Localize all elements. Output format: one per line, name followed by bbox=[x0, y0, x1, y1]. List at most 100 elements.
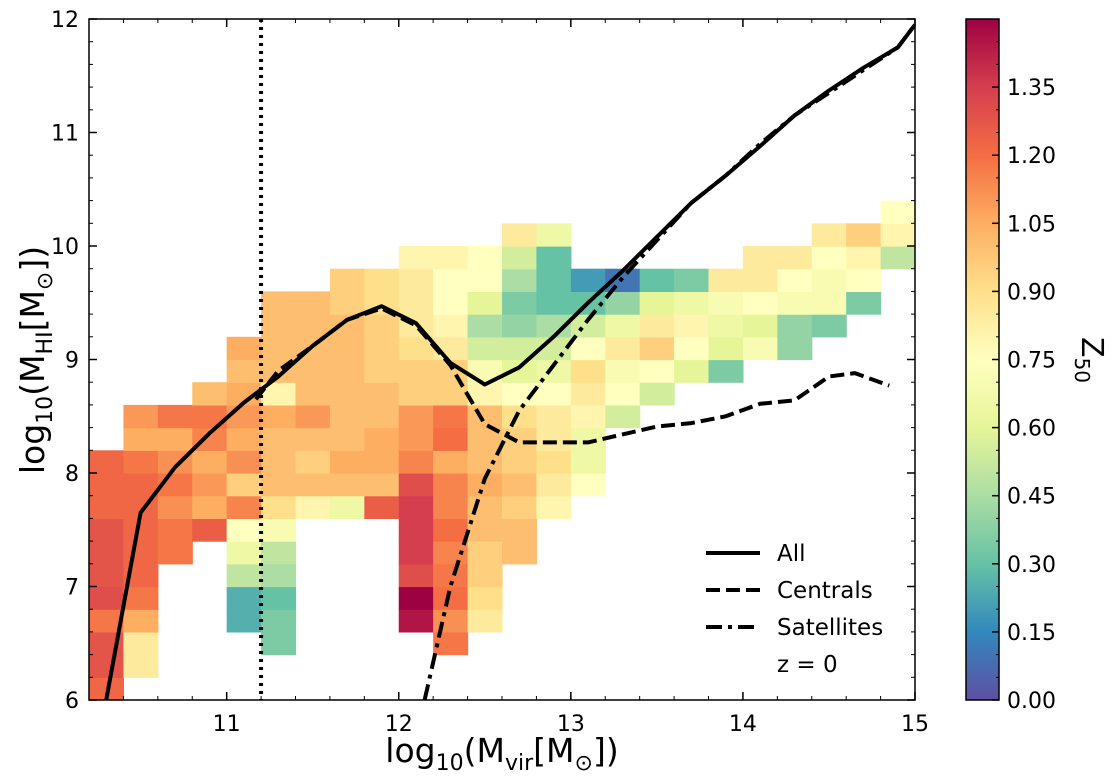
colorbar-ticks: 0.00 0.15 0.30 0.45 0.60 0.75 0.90 1.05 1.20 1.35 bbox=[992, 18, 1056, 714]
heatmap-cell bbox=[261, 495, 297, 519]
x-axis-title: log10(Mvir[M⊙]) bbox=[385, 731, 618, 776]
heatmap-cell bbox=[639, 382, 675, 406]
y-tick-label: 7 bbox=[65, 576, 79, 601]
heatmap-cell bbox=[226, 518, 262, 542]
heatmap-cell bbox=[536, 427, 572, 451]
heatmap-cell bbox=[570, 404, 606, 429]
heatmap-cell bbox=[811, 268, 847, 292]
heatmap-cell bbox=[329, 291, 365, 315]
heatmap-cell bbox=[605, 404, 641, 429]
heatmap-cell bbox=[398, 586, 434, 610]
heatmap-cell bbox=[123, 473, 159, 497]
heatmap-cell bbox=[433, 518, 469, 542]
heatmap-cell bbox=[502, 473, 538, 497]
heatmap-cell bbox=[261, 563, 297, 588]
heatmap-cell bbox=[777, 268, 813, 292]
heatmap-cell bbox=[742, 246, 778, 270]
heatmap-cell bbox=[226, 450, 262, 474]
heatmap-cell bbox=[89, 450, 125, 474]
heatmap-cell bbox=[708, 314, 744, 338]
heatmap-cell bbox=[536, 359, 572, 383]
heatmap-cell bbox=[708, 291, 744, 315]
heatmap-cell bbox=[536, 268, 572, 292]
heatmap-cell bbox=[502, 450, 538, 474]
heatmap-cell bbox=[123, 654, 159, 678]
heatmap-cell bbox=[536, 223, 572, 247]
heatmap-cell bbox=[329, 359, 365, 383]
x-tick-label: 13 bbox=[557, 712, 585, 737]
heatmap-cell bbox=[536, 382, 572, 406]
heatmap-cell bbox=[295, 404, 331, 429]
colorbar-tick-label: 1.35 bbox=[1007, 76, 1056, 101]
heatmap-cell bbox=[433, 314, 469, 338]
heatmap-cell bbox=[364, 359, 400, 383]
heatmap-cell bbox=[467, 336, 503, 361]
heatmap-cell bbox=[639, 314, 675, 338]
heatmap-cell bbox=[261, 631, 297, 656]
heatmap-cell bbox=[123, 427, 159, 451]
heatmap-cell bbox=[295, 427, 331, 451]
heatmap-cell bbox=[536, 291, 572, 315]
heatmap-cell bbox=[364, 427, 400, 451]
heatmap-cell bbox=[398, 268, 434, 292]
y-tick-label: 12 bbox=[51, 8, 79, 33]
heatmap-cell bbox=[157, 518, 193, 542]
heatmap-cell bbox=[811, 291, 847, 315]
heatmap-cell bbox=[89, 654, 125, 678]
heatmap-cell bbox=[123, 518, 159, 542]
heatmap-cell bbox=[467, 314, 503, 338]
heatmap-cell bbox=[157, 404, 193, 429]
y-tick-label: 8 bbox=[65, 462, 79, 487]
heatmap-cell bbox=[639, 291, 675, 315]
heatmap-cell bbox=[226, 382, 262, 406]
heatmap-cell bbox=[639, 359, 675, 383]
heatmap-cell bbox=[880, 223, 916, 247]
heatmap-cell bbox=[742, 268, 778, 292]
heatmap-cell bbox=[295, 450, 331, 474]
colorbar-tick-label: 0.15 bbox=[1007, 621, 1056, 646]
heatmap-cell bbox=[157, 495, 193, 519]
heatmap-cell bbox=[433, 404, 469, 429]
heatmap-cell bbox=[777, 291, 813, 315]
heatmap-cell bbox=[502, 427, 538, 451]
heatmap-cell bbox=[89, 518, 125, 542]
heatmap-cell bbox=[502, 541, 538, 565]
heatmap-cell bbox=[570, 359, 606, 383]
heatmap-cell bbox=[398, 450, 434, 474]
heatmap-cell bbox=[123, 586, 159, 610]
heatmap-cell bbox=[536, 246, 572, 270]
colorbar-tick-label: 0.30 bbox=[1007, 553, 1056, 578]
y-axis-title: log10(MHI[M⊙]) bbox=[13, 246, 58, 474]
heatmap-cell bbox=[674, 268, 710, 292]
heatmap-cell bbox=[89, 609, 125, 633]
heatmap-cell bbox=[398, 359, 434, 383]
heatmap-cell bbox=[467, 518, 503, 542]
heatmap-cell bbox=[123, 541, 159, 565]
heatmap-cell bbox=[433, 563, 469, 588]
heatmap-cell bbox=[570, 450, 606, 474]
heatmap-cell bbox=[570, 382, 606, 406]
heatmap-cell bbox=[811, 223, 847, 247]
heatmap-cell bbox=[226, 495, 262, 519]
heatmap-cell bbox=[811, 314, 847, 338]
heatmap-cell bbox=[605, 359, 641, 383]
heatmap-cell bbox=[329, 473, 365, 497]
heatmap-cell bbox=[777, 246, 813, 270]
colorbar-tick-label: 0.00 bbox=[1007, 689, 1056, 714]
heatmap-cell bbox=[605, 291, 641, 315]
heatmap-cell bbox=[639, 336, 675, 361]
heatmap-cell bbox=[433, 246, 469, 270]
heatmap-cell bbox=[433, 586, 469, 610]
heatmap-cell bbox=[329, 495, 365, 519]
heatmap-cell bbox=[261, 518, 297, 542]
heatmap-cell bbox=[708, 359, 744, 383]
colorbar-tick-label: 0.45 bbox=[1007, 485, 1056, 510]
y-tick-label: 11 bbox=[51, 122, 79, 147]
heatmap-cell bbox=[398, 291, 434, 315]
heatmap-cell bbox=[674, 291, 710, 315]
heatmap-cell bbox=[811, 246, 847, 270]
heatmap-cell bbox=[605, 336, 641, 361]
heatmap-cell bbox=[226, 427, 262, 451]
heatmap-cell bbox=[846, 291, 882, 315]
heatmap-cell bbox=[536, 473, 572, 497]
